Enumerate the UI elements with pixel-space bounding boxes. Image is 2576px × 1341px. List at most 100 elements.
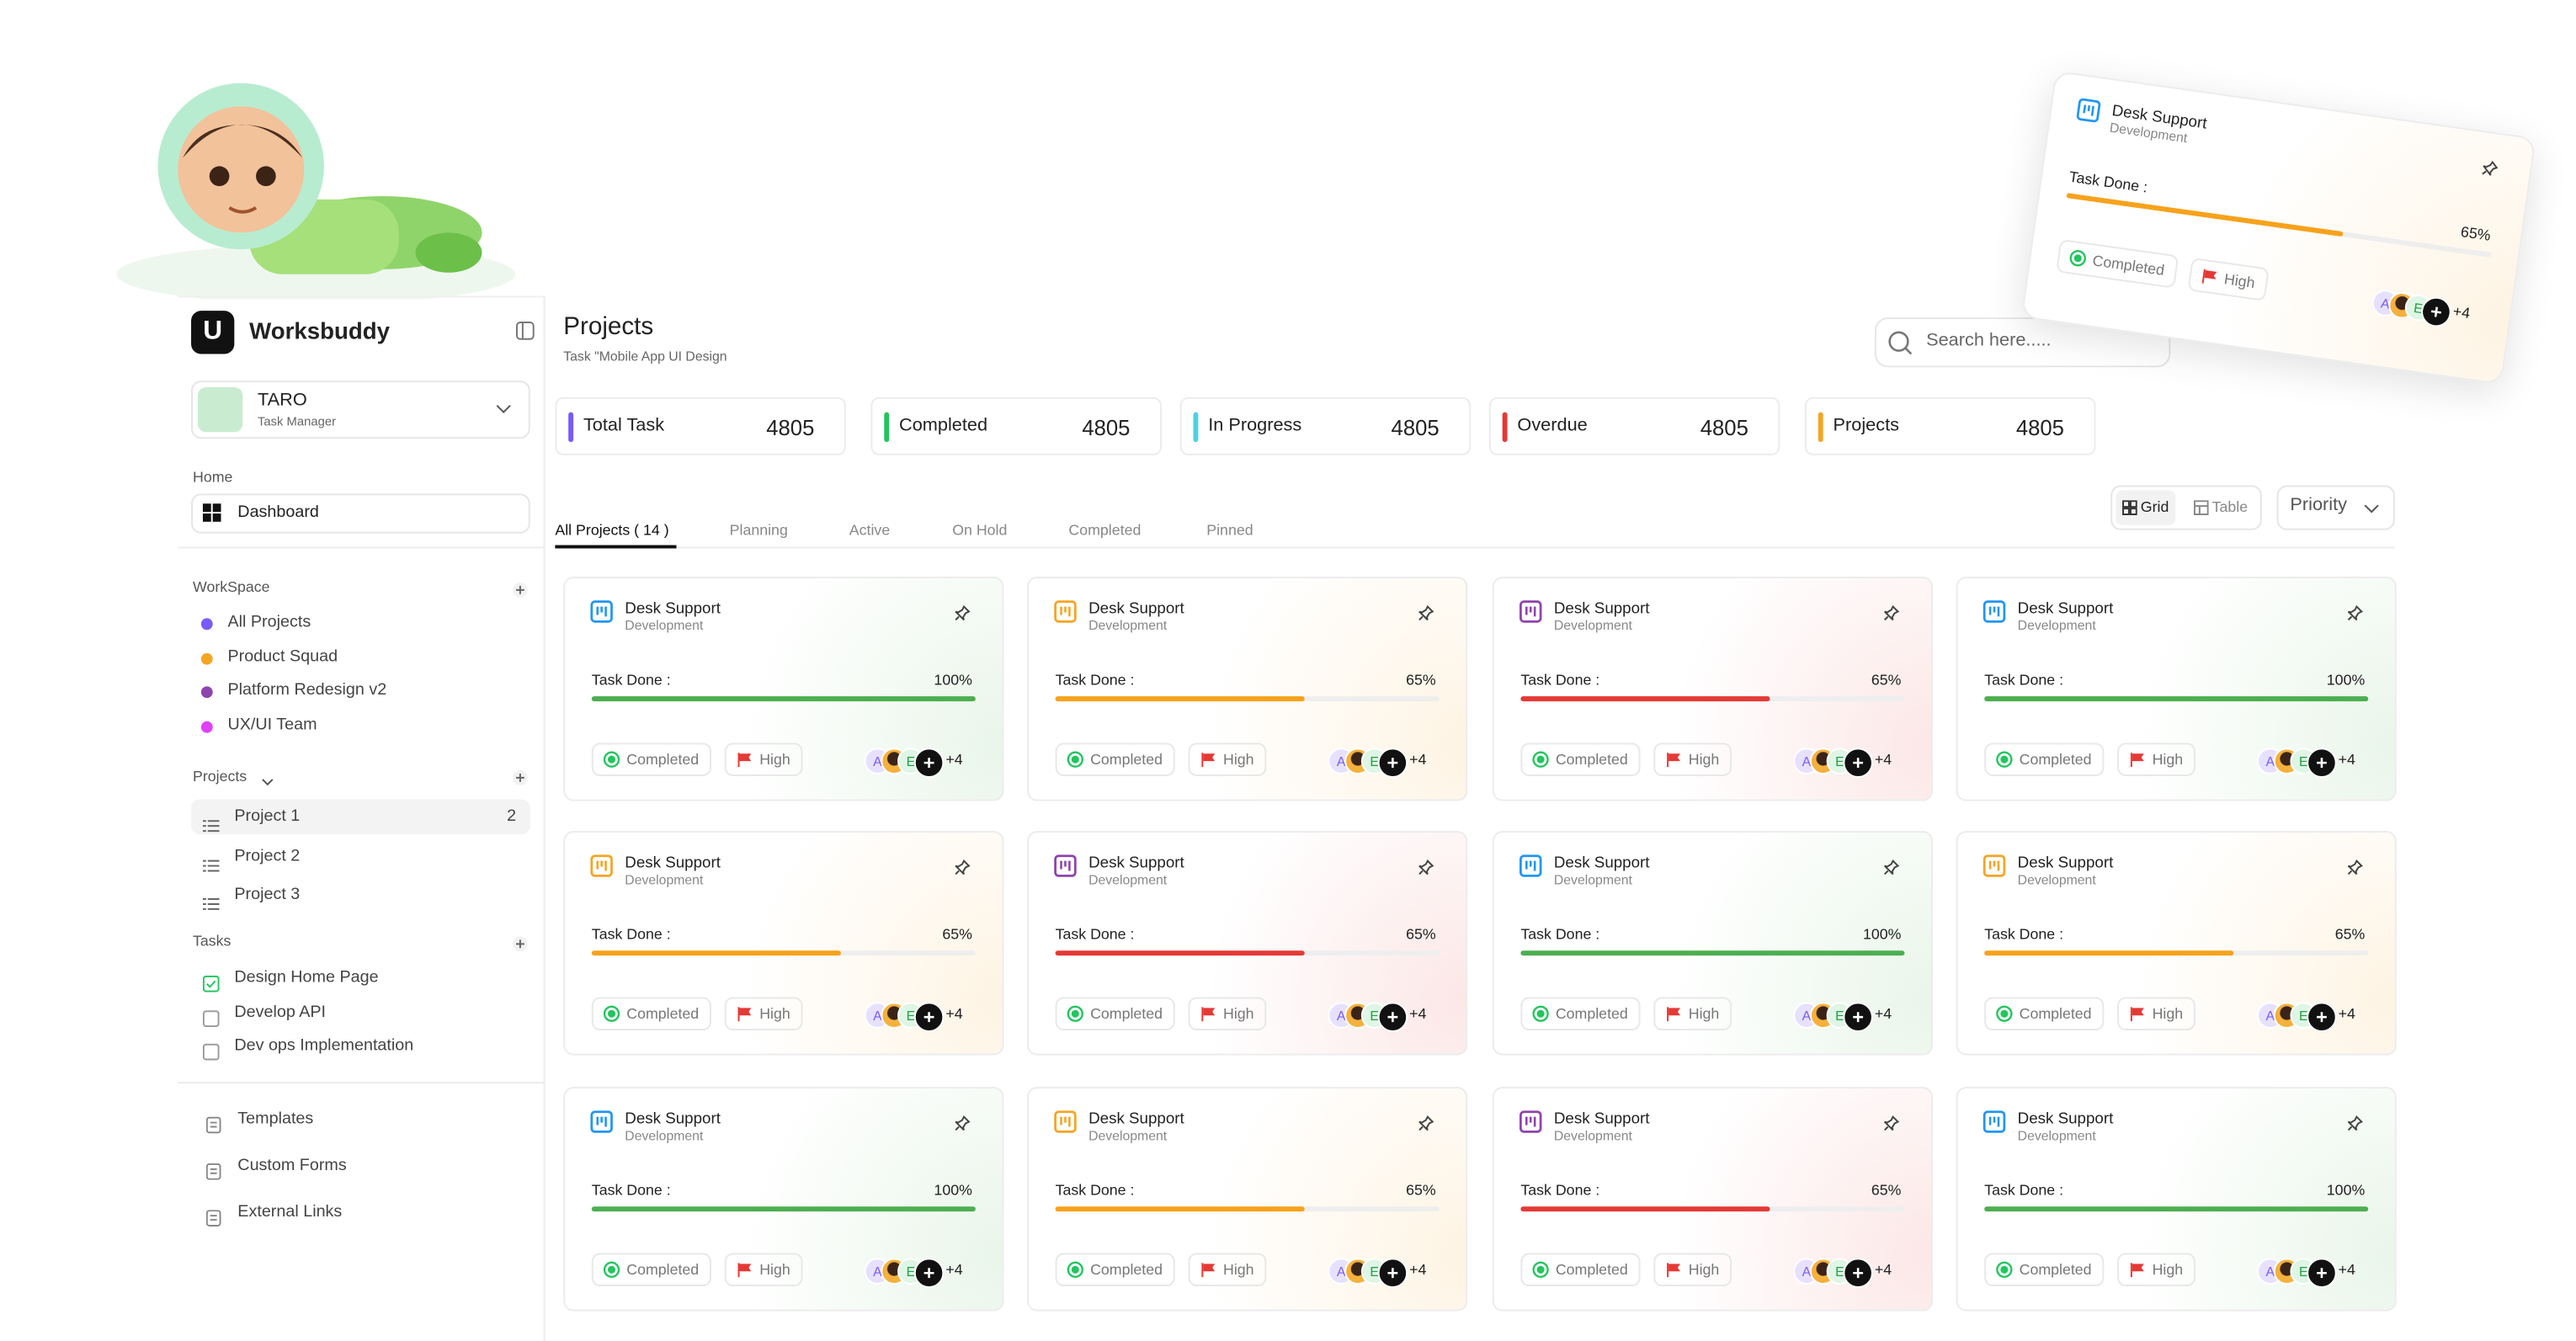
pin-button[interactable]: [1878, 1110, 1905, 1137]
table-button[interactable]: Table: [2211, 498, 2249, 515]
project-card[interactable]: Desk Support Development Task Done : 100% Co…: [1956, 1087, 2397, 1312]
task-item[interactable]: Design Home Page: [234, 968, 379, 987]
add-member[interactable]: [913, 748, 945, 778]
pin-button[interactable]: [1413, 854, 1440, 881]
pin-button[interactable]: [2475, 153, 2505, 184]
card-subtitle: Development: [625, 618, 704, 634]
pin-button[interactable]: [2342, 1110, 2369, 1137]
task-item[interactable]: Dev ops Implementation: [234, 1036, 414, 1056]
project-card[interactable]: Desk Support Development Task Done : 65% Com…: [1027, 1087, 1468, 1312]
project-card[interactable]: Desk Support Development Task Done : 100% Co…: [563, 1087, 1004, 1312]
status-chip[interactable]: Completed: [1984, 742, 2104, 776]
priority-chip[interactable]: High: [1653, 997, 1732, 1030]
pin-button[interactable]: [2342, 854, 2369, 881]
collapse-button[interactable]: [515, 321, 535, 341]
priority-chip[interactable]: High: [1188, 997, 1266, 1030]
add-member[interactable]: [1843, 748, 1873, 778]
pin-button[interactable]: [949, 854, 976, 881]
status-chip[interactable]: Completed: [1984, 997, 2104, 1030]
dashboard-label: Dashboard: [237, 503, 319, 522]
status-chip[interactable]: Completed: [1984, 1253, 2104, 1287]
card-icon: [1983, 600, 2006, 632]
sidebar-link[interactable]: Custom Forms: [237, 1157, 347, 1175]
pin-button[interactable]: [1878, 854, 1905, 881]
priority-chip[interactable]: High: [1188, 1253, 1266, 1287]
priority-chip[interactable]: High: [1653, 1253, 1732, 1287]
status-chip[interactable]: Completed: [1520, 742, 1640, 776]
grid-button[interactable]: Grid: [2140, 498, 2169, 515]
tab[interactable]: Planning: [729, 521, 788, 539]
add-member[interactable]: [1377, 1258, 1408, 1288]
tab[interactable]: On Hold: [952, 521, 1008, 539]
status-chip[interactable]: Completed: [1520, 1253, 1640, 1287]
add-button[interactable]: [512, 931, 529, 961]
project-card[interactable]: Desk Support Development Task Done : 65% Com…: [1492, 577, 1933, 801]
pin-button[interactable]: [1413, 600, 1440, 627]
status-chip[interactable]: Completed: [591, 1253, 711, 1287]
add-button[interactable]: [512, 577, 529, 607]
add-member[interactable]: [913, 1002, 945, 1032]
add-member[interactable]: [2307, 748, 2337, 778]
priority-chip[interactable]: High: [2117, 997, 2195, 1030]
status-chip[interactable]: Completed: [2056, 238, 2179, 289]
status-chip[interactable]: Completed: [1055, 742, 1174, 776]
tab[interactable]: Completed: [1068, 521, 1142, 539]
task-checkbox[interactable]: [202, 1039, 220, 1069]
project-card[interactable]: Desk Support Development Task Done : 100% Co…: [1956, 577, 2397, 801]
pin-button[interactable]: [949, 1110, 976, 1137]
project-item[interactable]: Project 1: [234, 807, 301, 827]
priority-chip[interactable]: High: [1653, 742, 1732, 776]
pin-button[interactable]: [1413, 1110, 1440, 1137]
floating-card[interactable]: Desk Support Development Task Done :65% Com…: [2020, 70, 2536, 386]
add-button[interactable]: [512, 764, 529, 795]
pin-button[interactable]: [1878, 600, 1905, 627]
project-card[interactable]: Desk Support Development Task Done : 65% Com…: [1956, 831, 2397, 1056]
sidebar-link[interactable]: Templates: [237, 1110, 314, 1129]
priority-chip[interactable]: High: [724, 1253, 802, 1287]
user-switcher[interactable]: [191, 380, 530, 439]
project-item[interactable]: Project 2: [234, 847, 301, 866]
workspace-item[interactable]: All Projects: [227, 613, 311, 632]
workspace-item[interactable]: Platform Redesign v2: [227, 681, 387, 700]
priority-chip[interactable]: High: [724, 742, 802, 776]
project-item[interactable]: Project 3: [234, 885, 301, 903]
workspace-item[interactable]: Product Squad: [227, 647, 338, 666]
priority-chip[interactable]: High: [2187, 257, 2269, 301]
project-card[interactable]: Desk Support Development Task Done : 65% Com…: [1027, 577, 1468, 801]
project-card[interactable]: Desk Support Development Task Done : 65% Com…: [563, 831, 1004, 1056]
tab[interactable]: Active: [849, 521, 891, 539]
priority-chip[interactable]: High: [2117, 1253, 2195, 1287]
add-member[interactable]: [1377, 748, 1408, 778]
pin-button[interactable]: [949, 600, 976, 627]
status-chip[interactable]: Completed: [1055, 997, 1174, 1030]
project-card[interactable]: Desk Support Development Task Done : 65% Com…: [1027, 831, 1468, 1056]
search-box[interactable]: [1874, 317, 2171, 368]
sidebar-link[interactable]: External Links: [237, 1203, 343, 1222]
task-item[interactable]: Develop API: [234, 1003, 327, 1022]
project-card[interactable]: Desk Support Development Task Done : 100% Co…: [1492, 831, 1933, 1056]
pin-button[interactable]: [2342, 600, 2369, 627]
task-checkbox[interactable]: [202, 1004, 220, 1035]
add-member[interactable]: [913, 1258, 945, 1288]
priority-chip[interactable]: High: [724, 997, 802, 1030]
progress-label: 65%: [1406, 925, 1436, 943]
tab[interactable]: All Projects ( 14 ): [555, 521, 669, 539]
priority-chip[interactable]: High: [2117, 742, 2195, 776]
project-card[interactable]: Desk Support Development Task Done : 65% Com…: [1492, 1087, 1933, 1312]
add-member[interactable]: [1843, 1002, 1873, 1032]
add-member[interactable]: [1377, 1002, 1408, 1032]
dashboard-item[interactable]: [191, 493, 530, 534]
project-card[interactable]: Desk Support Development Task Done : 100% Co…: [563, 577, 1004, 801]
status-chip[interactable]: Completed: [591, 997, 711, 1030]
tab[interactable]: Pinned: [1206, 521, 1253, 539]
add-member[interactable]: [2307, 1002, 2337, 1032]
status-chip[interactable]: Completed: [1520, 997, 1640, 1030]
status-chip[interactable]: Completed: [1055, 1253, 1174, 1287]
add-member[interactable]: [2307, 1258, 2337, 1288]
add-member[interactable]: [2419, 295, 2453, 329]
workspace-item[interactable]: UX/UI Team: [227, 716, 317, 735]
priority-chip[interactable]: High: [1188, 742, 1266, 776]
task-checkbox[interactable]: [202, 971, 220, 1001]
status-chip[interactable]: Completed: [591, 742, 711, 776]
add-member[interactable]: [1843, 1258, 1873, 1288]
